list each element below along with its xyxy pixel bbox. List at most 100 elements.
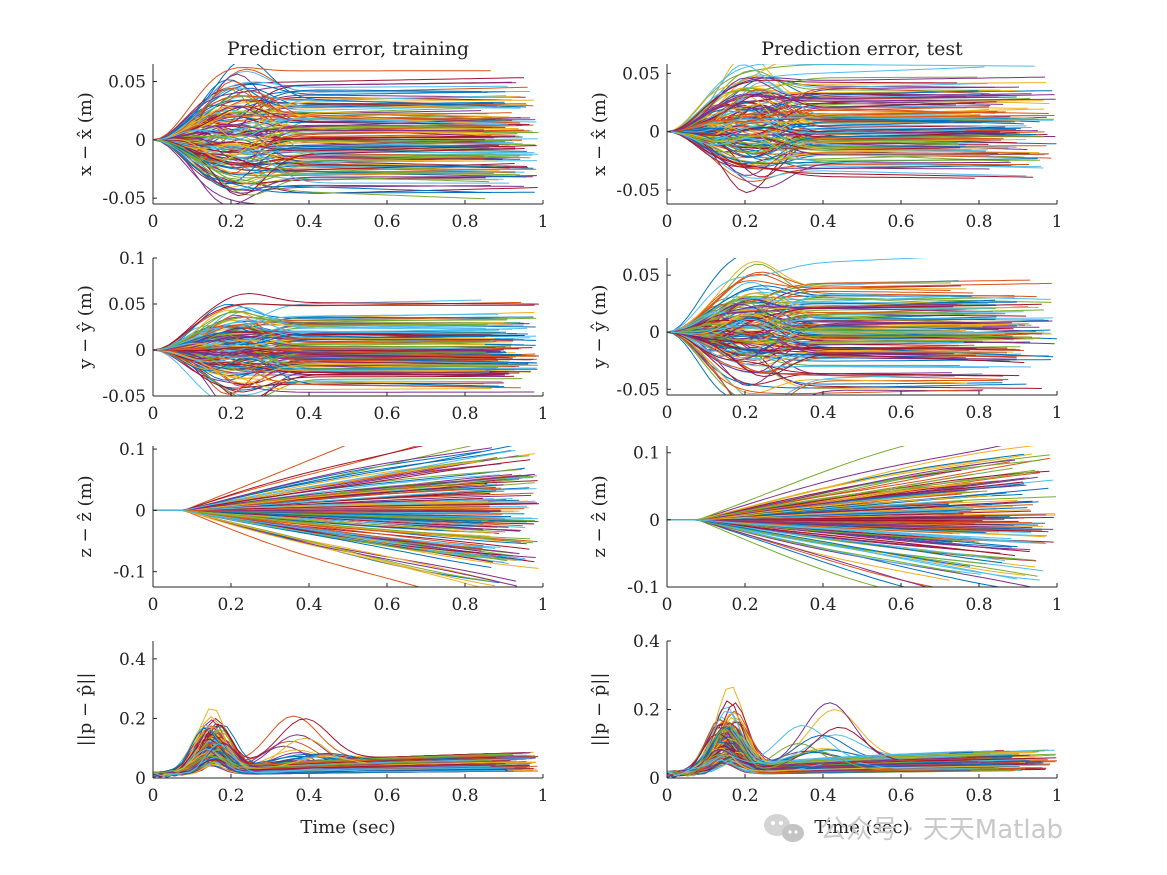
x-tick-label: 0 [662, 595, 673, 615]
series-line [153, 82, 517, 141]
series-line [667, 131, 1027, 179]
series-line [667, 331, 1049, 373]
subplot-grid: 0 0.2 0.4 0.6 0.8 10.050-0.05x − x̂ (m)Predic… [75, 38, 1062, 838]
series-line [153, 447, 493, 511]
subplot-7: 0 0.2 0.4 0.6 0.8 1 0.4 0.2 0 ||p − p̂|| Time (sec… [75, 641, 548, 838]
series-line [153, 139, 492, 194]
series-line [153, 139, 266, 204]
series-line [667, 446, 906, 521]
y-tick-label: 0.1 [119, 249, 146, 269]
series-line [667, 331, 1027, 389]
y-tick-label: -0.05 [102, 189, 146, 209]
series-line [153, 313, 499, 351]
y-tick-label: 0 [649, 323, 660, 343]
series-line [153, 759, 506, 777]
series-line [667, 93, 1004, 133]
y-axis-label: y − ŷ (m) [589, 285, 610, 370]
x-tick-label: 0 [148, 595, 159, 615]
series-line [153, 345, 504, 357]
x-tick-label: 1 [1052, 403, 1063, 423]
series-line [667, 309, 1044, 333]
series-line [153, 503, 540, 511]
series-line [153, 319, 528, 351]
series-line [153, 139, 492, 179]
series-group [153, 292, 539, 396]
subplot-5: 0 0.2 0.4 0.6 0.8 10.10-0.1z − ẑ (m) [75, 440, 548, 615]
series-line [667, 331, 1009, 380]
y-tick-label: 0.1 [119, 440, 146, 460]
series-line [153, 83, 506, 141]
series-line [667, 446, 1003, 521]
series-line [667, 320, 1053, 340]
series-line [667, 331, 1020, 377]
series-line [153, 77, 525, 141]
y-tick-label: 0.05 [108, 73, 146, 93]
series-group [667, 64, 1057, 194]
subplot-6: 0 0.2 0.4 0.6 0.8 10.10-0.1z − ẑ (m) [589, 444, 1062, 615]
series-line [667, 519, 1016, 557]
y-axis-label: ||p − p̂|| [589, 673, 610, 747]
series-line [153, 125, 516, 141]
series-line [153, 139, 537, 152]
x-tick-label: 0.2 [217, 212, 244, 232]
y-tick-label: 0 [649, 511, 660, 531]
series-line [153, 509, 484, 524]
series-line [667, 331, 968, 395]
series-line [667, 126, 990, 156]
series-line [667, 295, 1015, 333]
y-axis-label: x − x̂ (m) [75, 92, 96, 176]
series-line [153, 316, 537, 351]
series-line [667, 331, 952, 375]
x-tick-label: 1 [538, 786, 549, 806]
series-line [667, 748, 976, 778]
series-line [153, 349, 504, 356]
series-line [667, 318, 964, 345]
series-line [153, 742, 505, 777]
x-tick-label: 0.6 [373, 212, 400, 232]
series-line [667, 331, 1014, 361]
series-line [667, 317, 1054, 333]
series-line [667, 752, 950, 776]
chart-title: Prediction error, training [227, 38, 469, 60]
x-tick-label: 0.2 [731, 212, 758, 232]
series-group [667, 258, 1057, 395]
series-line [153, 349, 492, 390]
series-line [667, 131, 1038, 165]
y-axis-label: x − x̂ (m) [589, 92, 610, 176]
series-line [153, 349, 503, 396]
series-line [153, 727, 502, 778]
x-tick-label: 0.6 [887, 786, 914, 806]
series-line [667, 64, 1035, 133]
series-line [667, 519, 950, 528]
x-tick-label: 0.4 [809, 212, 836, 232]
series-line [153, 349, 530, 380]
series-line [153, 509, 534, 544]
series-line [153, 483, 485, 511]
series-line [667, 331, 989, 342]
series-line [667, 710, 973, 777]
series-line [667, 753, 1026, 777]
x-tick-label: 0.6 [373, 595, 400, 615]
y-tick-label: -0.05 [102, 387, 146, 407]
series-line [153, 136, 500, 150]
series-line [153, 726, 531, 777]
series-line [153, 139, 521, 182]
series-line [667, 331, 950, 358]
series-line [667, 258, 737, 333]
series-line [667, 446, 1036, 521]
series-line [667, 312, 1005, 341]
y-tick-label: -0.1 [113, 563, 146, 583]
x-tick-label: 1 [538, 212, 549, 232]
series-line [153, 139, 510, 184]
series-line [667, 109, 1049, 133]
y-tick-label: 0 [135, 341, 146, 361]
series-line [153, 292, 539, 351]
subplot-3: 0 0.2 0.4 0.6 0.8 10.10.050-0.05y − ŷ (m) [75, 249, 548, 424]
x-tick-label: 0.6 [887, 212, 914, 232]
series-line [667, 121, 951, 142]
series-line [667, 519, 881, 587]
y-tick-label: 0.05 [622, 64, 660, 84]
series-line [667, 271, 1052, 333]
series-line [667, 292, 952, 333]
